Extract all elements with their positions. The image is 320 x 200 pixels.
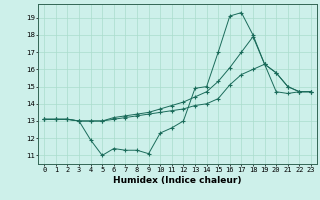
X-axis label: Humidex (Indice chaleur): Humidex (Indice chaleur) [113, 176, 242, 185]
